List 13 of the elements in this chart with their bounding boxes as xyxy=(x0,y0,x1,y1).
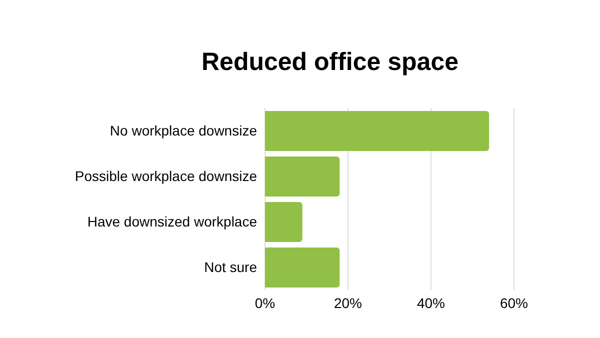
bar xyxy=(265,156,340,196)
y-tick-label: No workplace downsize xyxy=(110,122,258,139)
y-tick-label: Have downsized workplace xyxy=(87,214,258,230)
y-tick-label: Not sure xyxy=(204,259,258,276)
x-tick-label: 0% xyxy=(254,294,276,311)
x-tick-label: 20% xyxy=(334,294,362,311)
bar xyxy=(265,248,340,288)
bar xyxy=(265,202,302,242)
x-tick-label: 40% xyxy=(416,294,446,311)
bar xyxy=(265,111,490,151)
chart-title: Reduced office space xyxy=(200,48,460,77)
y-tick-label: Possible workplace downsize xyxy=(74,168,258,184)
x-tick-label: 60% xyxy=(500,294,528,311)
